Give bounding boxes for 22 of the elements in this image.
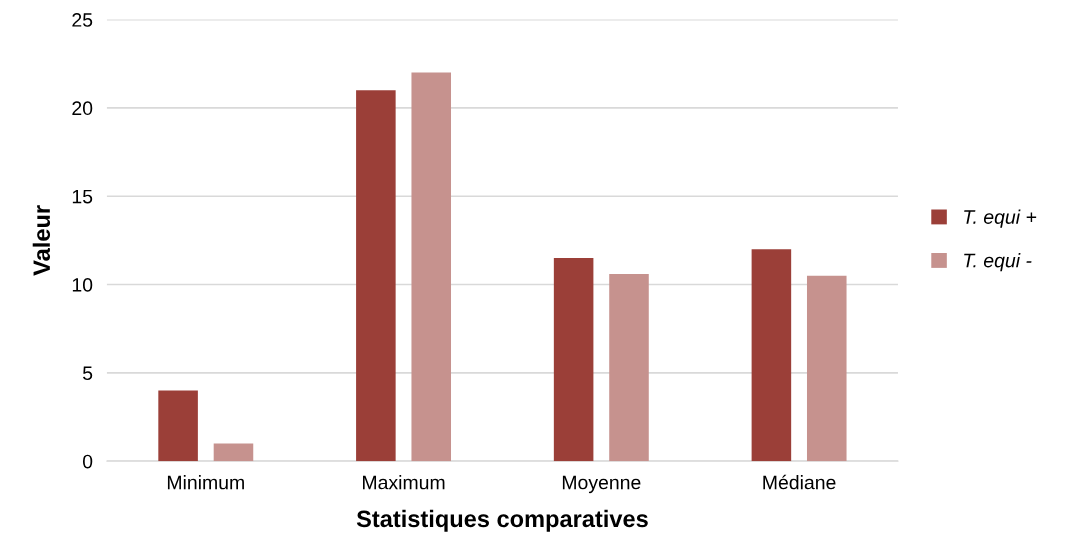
bar [356, 90, 396, 462]
bar [806, 275, 847, 462]
y-tick-label: 5 [82, 366, 93, 381]
y-axis-title: Valeur [32, 205, 51, 276]
bar [213, 443, 254, 462]
bar [411, 72, 452, 462]
bar [609, 273, 649, 462]
x-tick-label: Minimum [167, 475, 244, 490]
x-tick-label: Médiane [763, 474, 836, 490]
y-tick-label: 15 [72, 189, 93, 204]
bar [751, 249, 792, 462]
bar [553, 258, 594, 462]
x-axis-title: Statistiques comparatives [356, 509, 648, 532]
legend-label: T. equi + [964, 209, 1037, 228]
y-tick-label: 10 [72, 278, 93, 292]
x-tick-label: Maximum [363, 475, 445, 490]
y-tick-label: 25 [72, 13, 93, 27]
y-tick-label: 20 [72, 101, 93, 116]
y-tick-label: 0 [82, 454, 93, 469]
bar [158, 390, 198, 462]
x-tick-label: Moyenne [562, 475, 641, 494]
legend-label: T. equi - [964, 253, 1032, 272]
